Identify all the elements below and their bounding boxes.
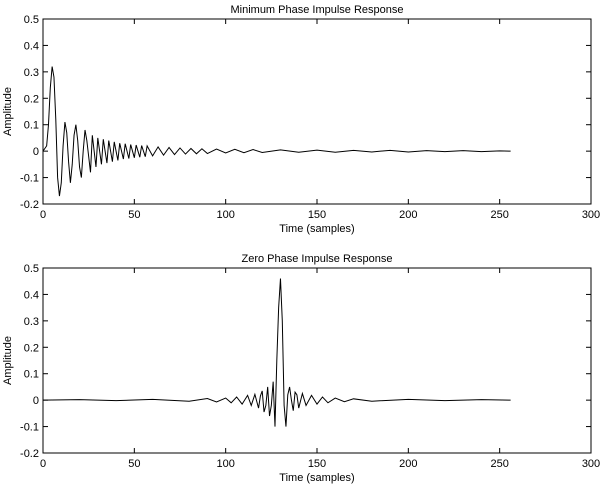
plot-area-1 (42, 18, 592, 205)
y-axis-label: Amplitude (2, 336, 14, 385)
chart-title: Minimum Phase Impulse Response (230, 4, 403, 16)
x-tick-label: 100 (216, 458, 234, 470)
y-tick-label: -0.1 (20, 173, 39, 185)
series-line-1 (42, 66, 511, 197)
y-tick-label: 0 (33, 146, 39, 158)
x-tick-label: 100 (216, 209, 234, 221)
y-tick-label: 0.3 (24, 316, 39, 328)
x-tick-label: 50 (128, 209, 140, 221)
x-tick-label: 300 (582, 458, 600, 470)
x-tick-label: 0 (40, 209, 46, 221)
x-tick-label: 250 (490, 209, 508, 221)
plot-area-2 (42, 267, 592, 454)
x-axis-label: Time (samples) (279, 472, 354, 484)
y-tick-label: 0.5 (24, 263, 39, 275)
x-tick-label: 150 (308, 458, 326, 470)
x-tick-label: 50 (128, 458, 140, 470)
y-tick-label: -0.1 (20, 422, 39, 434)
y-tick-label: 0.5 (24, 14, 39, 26)
y-tick-label: 0.4 (24, 289, 39, 301)
y-tick-label: 0.3 (24, 67, 39, 79)
y-tick-label: 0.2 (24, 93, 39, 105)
x-axis-label: Time (samples) (279, 223, 354, 235)
y-tick-label: 0.4 (24, 40, 39, 52)
x-tick-label: 300 (582, 209, 600, 221)
y-tick-label: -0.2 (20, 199, 39, 211)
x-tick-label: 0 (40, 458, 46, 470)
y-tick-label: 0.1 (24, 120, 39, 132)
y-tick-label: 0.2 (24, 342, 39, 354)
y-tick-label: 0 (33, 395, 39, 407)
x-tick-label: 250 (490, 458, 508, 470)
x-tick-label: 150 (308, 209, 326, 221)
x-tick-label: 200 (399, 209, 417, 221)
chart-title: Zero Phase Impulse Response (241, 253, 392, 265)
y-tick-label: -0.2 (20, 448, 39, 460)
y-axis-label: Amplitude (2, 87, 14, 136)
y-tick-label: 0.1 (24, 369, 39, 381)
x-tick-label: 200 (399, 458, 417, 470)
series-line-1 (42, 278, 511, 427)
